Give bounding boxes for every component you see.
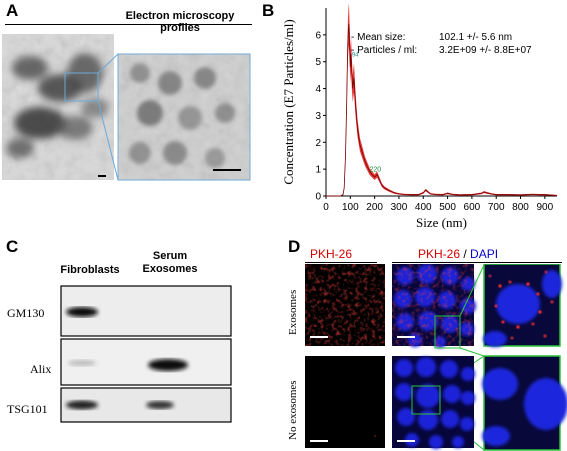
- x-axis-label: Size (nm): [416, 215, 467, 230]
- western-blot: [60, 285, 232, 423]
- x-tick-label: 200: [366, 202, 383, 213]
- y-tick-label: 2: [315, 138, 321, 149]
- wb-row-tsg101: TSG101: [7, 402, 48, 416]
- legend-value: 102.1 +/- 5.6 nm: [439, 32, 512, 43]
- x-tick-label: 100: [342, 202, 359, 213]
- band-tsg101-fibroblasts: [66, 400, 98, 410]
- x-tick-label: 600: [464, 202, 481, 213]
- band-gm130-fibroblasts: [66, 307, 98, 317]
- fl-head-right-blue: DAPI: [470, 247, 499, 261]
- peak-annotation: 94: [352, 52, 359, 58]
- band-tsg101-exosomes: [146, 401, 174, 409]
- legend-label: - Particles / ml:: [351, 45, 417, 56]
- panel-label-d: D: [288, 237, 301, 256]
- fl-exosomes-zoom: [483, 264, 562, 347]
- legend-value: 3.2E+09 +/- 8.8E+07: [439, 45, 532, 56]
- x-tick-label: 900: [536, 202, 553, 213]
- x-tick-label: 800: [512, 202, 529, 213]
- em-images: [2, 34, 251, 181]
- x-tick-label: 700: [488, 202, 505, 213]
- y-tick-label: 1: [315, 165, 321, 176]
- x-tick-label: 500: [439, 202, 456, 213]
- band-alix-exosomes: [148, 359, 188, 371]
- wb-col-fibroblasts: Fibroblasts: [60, 264, 120, 276]
- em-micrograph-overview: [2, 34, 114, 180]
- fl-head-right-red: PKH-26: [418, 247, 461, 261]
- wb-col-serum-line2: Exosomes: [142, 263, 198, 275]
- size-distribution-chart: 0 1 2 3 4 5 6 0 100 200 300 400 500 600 700 800 900 Size …: [281, 3, 558, 230]
- y-tick-label: 0: [315, 192, 321, 203]
- y-tick-label: 6: [315, 30, 321, 41]
- y-tick-label: 4: [315, 84, 321, 95]
- y-axis-label: Concentration (E7 Particles/ml): [281, 19, 296, 184]
- fl-head-right-rule: [392, 262, 562, 263]
- fl-exosomes-merge: [392, 264, 476, 349]
- fl-head-right: PKH-26 / DAPI: [418, 247, 498, 261]
- em-micrograph-zoom: [117, 53, 251, 181]
- x-tick-label: 300: [391, 202, 408, 213]
- band-alix-fibroblasts: [68, 360, 96, 366]
- em-title-rule: [5, 24, 252, 25]
- fl-row-exosomes: Exosomes: [287, 289, 299, 335]
- y-tick-label: 5: [315, 57, 321, 68]
- fl-no-exosomes-zoom: [482, 355, 567, 451]
- legend-label: - Mean size:: [351, 32, 405, 43]
- fl-no-exosomes-pkh26: [305, 356, 385, 448]
- em-title: Electron microscopy profiles: [125, 10, 235, 34]
- wb-row-alix: Alix: [30, 362, 52, 376]
- peak-annotation: 220: [369, 167, 381, 174]
- panel-label-b: B: [262, 1, 275, 20]
- fl-no-exosomes-merge: [392, 356, 475, 449]
- panel-label-a: A: [6, 1, 19, 20]
- series-error-band: [326, 3, 557, 196]
- fl-exosomes-pkh26: [305, 264, 385, 346]
- series-line: [326, 24, 558, 197]
- x-tick-label: 0: [323, 202, 329, 213]
- panel-label-c: C: [6, 237, 19, 256]
- wb-col-serum-line1: Serum: [152, 250, 188, 262]
- fl-head-left-rule: [305, 262, 377, 263]
- fl-head-left: PKH-26: [310, 247, 353, 261]
- wb-col-serum: Serum Exosomes: [130, 250, 210, 276]
- fluorescence-grid: [305, 264, 567, 451]
- fl-row-no-exosomes: No exosomes: [287, 380, 299, 440]
- x-tick-label: 400: [415, 202, 432, 213]
- wb-row-gm130: GM130: [7, 306, 45, 320]
- y-tick-label: 3: [315, 111, 321, 122]
- fl-head-right-sep: /: [460, 247, 471, 261]
